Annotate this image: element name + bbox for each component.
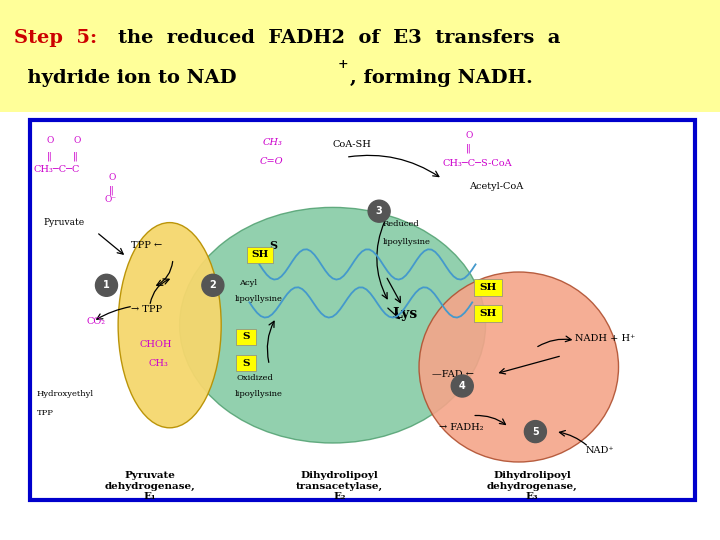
Bar bbox=[474, 305, 503, 322]
Text: O: O bbox=[47, 137, 54, 145]
Text: C=O: C=O bbox=[259, 157, 283, 166]
Ellipse shape bbox=[179, 207, 485, 443]
Text: CoA-SH: CoA-SH bbox=[333, 140, 372, 149]
Text: 4: 4 bbox=[459, 381, 466, 391]
Text: NADH + H⁺: NADH + H⁺ bbox=[575, 334, 636, 343]
Text: TPP: TPP bbox=[37, 409, 53, 416]
Text: hydride ion to NAD: hydride ion to NAD bbox=[14, 69, 237, 87]
Text: +: + bbox=[338, 58, 348, 71]
Text: → TPP: → TPP bbox=[131, 306, 162, 314]
Circle shape bbox=[451, 375, 473, 397]
Text: O: O bbox=[109, 172, 116, 181]
Bar bbox=[474, 279, 503, 296]
Text: CH₃: CH₃ bbox=[148, 359, 168, 368]
Text: ‖: ‖ bbox=[73, 151, 78, 161]
Text: lipoyllysine: lipoyllysine bbox=[235, 295, 283, 303]
Ellipse shape bbox=[118, 222, 221, 428]
Text: Dihydrolipoyl
transacetylase,
E₂: Dihydrolipoyl transacetylase, E₂ bbox=[296, 471, 383, 501]
Circle shape bbox=[202, 274, 224, 296]
Text: Oxidized: Oxidized bbox=[236, 374, 273, 382]
Text: 3: 3 bbox=[376, 206, 382, 216]
Text: ‖: ‖ bbox=[47, 151, 52, 161]
Text: Acyl: Acyl bbox=[240, 279, 258, 287]
Text: CH₃: CH₃ bbox=[263, 138, 283, 147]
Circle shape bbox=[96, 274, 117, 296]
Text: Dihydrolipoyl
dehydrogenase,
E₃: Dihydrolipoyl dehydrogenase, E₃ bbox=[487, 471, 577, 501]
Bar bbox=[30, 120, 695, 500]
Text: SH: SH bbox=[480, 309, 497, 318]
Text: S: S bbox=[243, 332, 250, 341]
Text: SH: SH bbox=[480, 283, 497, 292]
Bar bbox=[0, 0, 720, 112]
Text: 5: 5 bbox=[532, 427, 539, 437]
Text: 1: 1 bbox=[103, 280, 110, 291]
Text: Acetyl-CoA: Acetyl-CoA bbox=[469, 182, 523, 191]
Text: , forming NADH.: , forming NADH. bbox=[350, 69, 533, 87]
Text: NAD⁺: NAD⁺ bbox=[585, 446, 614, 455]
Text: 2: 2 bbox=[210, 280, 216, 291]
Circle shape bbox=[524, 421, 546, 443]
Text: SH: SH bbox=[252, 251, 269, 259]
Text: S: S bbox=[243, 359, 250, 368]
Bar bbox=[236, 355, 256, 371]
Text: → FADH₂: → FADH₂ bbox=[439, 423, 483, 433]
Text: O: O bbox=[466, 131, 473, 140]
Text: ‖: ‖ bbox=[466, 144, 470, 153]
Text: Hydroxyethyl: Hydroxyethyl bbox=[37, 389, 94, 397]
Bar bbox=[248, 247, 274, 263]
Text: CHOH: CHOH bbox=[140, 340, 172, 349]
Text: —FAD ←: —FAD ← bbox=[432, 370, 474, 379]
Text: Pyruvate
dehydrogenase,
E₁: Pyruvate dehydrogenase, E₁ bbox=[104, 471, 195, 501]
Text: CH₃─C─C: CH₃─C─C bbox=[33, 165, 80, 174]
Text: Pyruvate: Pyruvate bbox=[43, 218, 84, 227]
Ellipse shape bbox=[419, 272, 618, 462]
Text: ‖: ‖ bbox=[109, 186, 113, 195]
Text: lipoyllysine: lipoyllysine bbox=[235, 389, 283, 397]
Text: O⁻: O⁻ bbox=[104, 195, 117, 204]
Text: lipoyllysine: lipoyllysine bbox=[382, 238, 431, 246]
Text: the  reduced  FADH2  of  E3  transfers  a: the reduced FADH2 of E3 transfers a bbox=[118, 29, 560, 47]
Text: S: S bbox=[269, 240, 277, 251]
Bar bbox=[236, 329, 256, 345]
Text: Reduced: Reduced bbox=[382, 220, 419, 228]
Circle shape bbox=[368, 200, 390, 222]
Text: Step  5:: Step 5: bbox=[14, 29, 97, 47]
Text: CO₂: CO₂ bbox=[86, 317, 106, 326]
Text: O: O bbox=[73, 137, 81, 145]
Text: Lys: Lys bbox=[392, 307, 418, 321]
Text: CH₃─C─S-CoA: CH₃─C─S-CoA bbox=[442, 159, 512, 168]
Text: TPP ←: TPP ← bbox=[131, 241, 162, 250]
